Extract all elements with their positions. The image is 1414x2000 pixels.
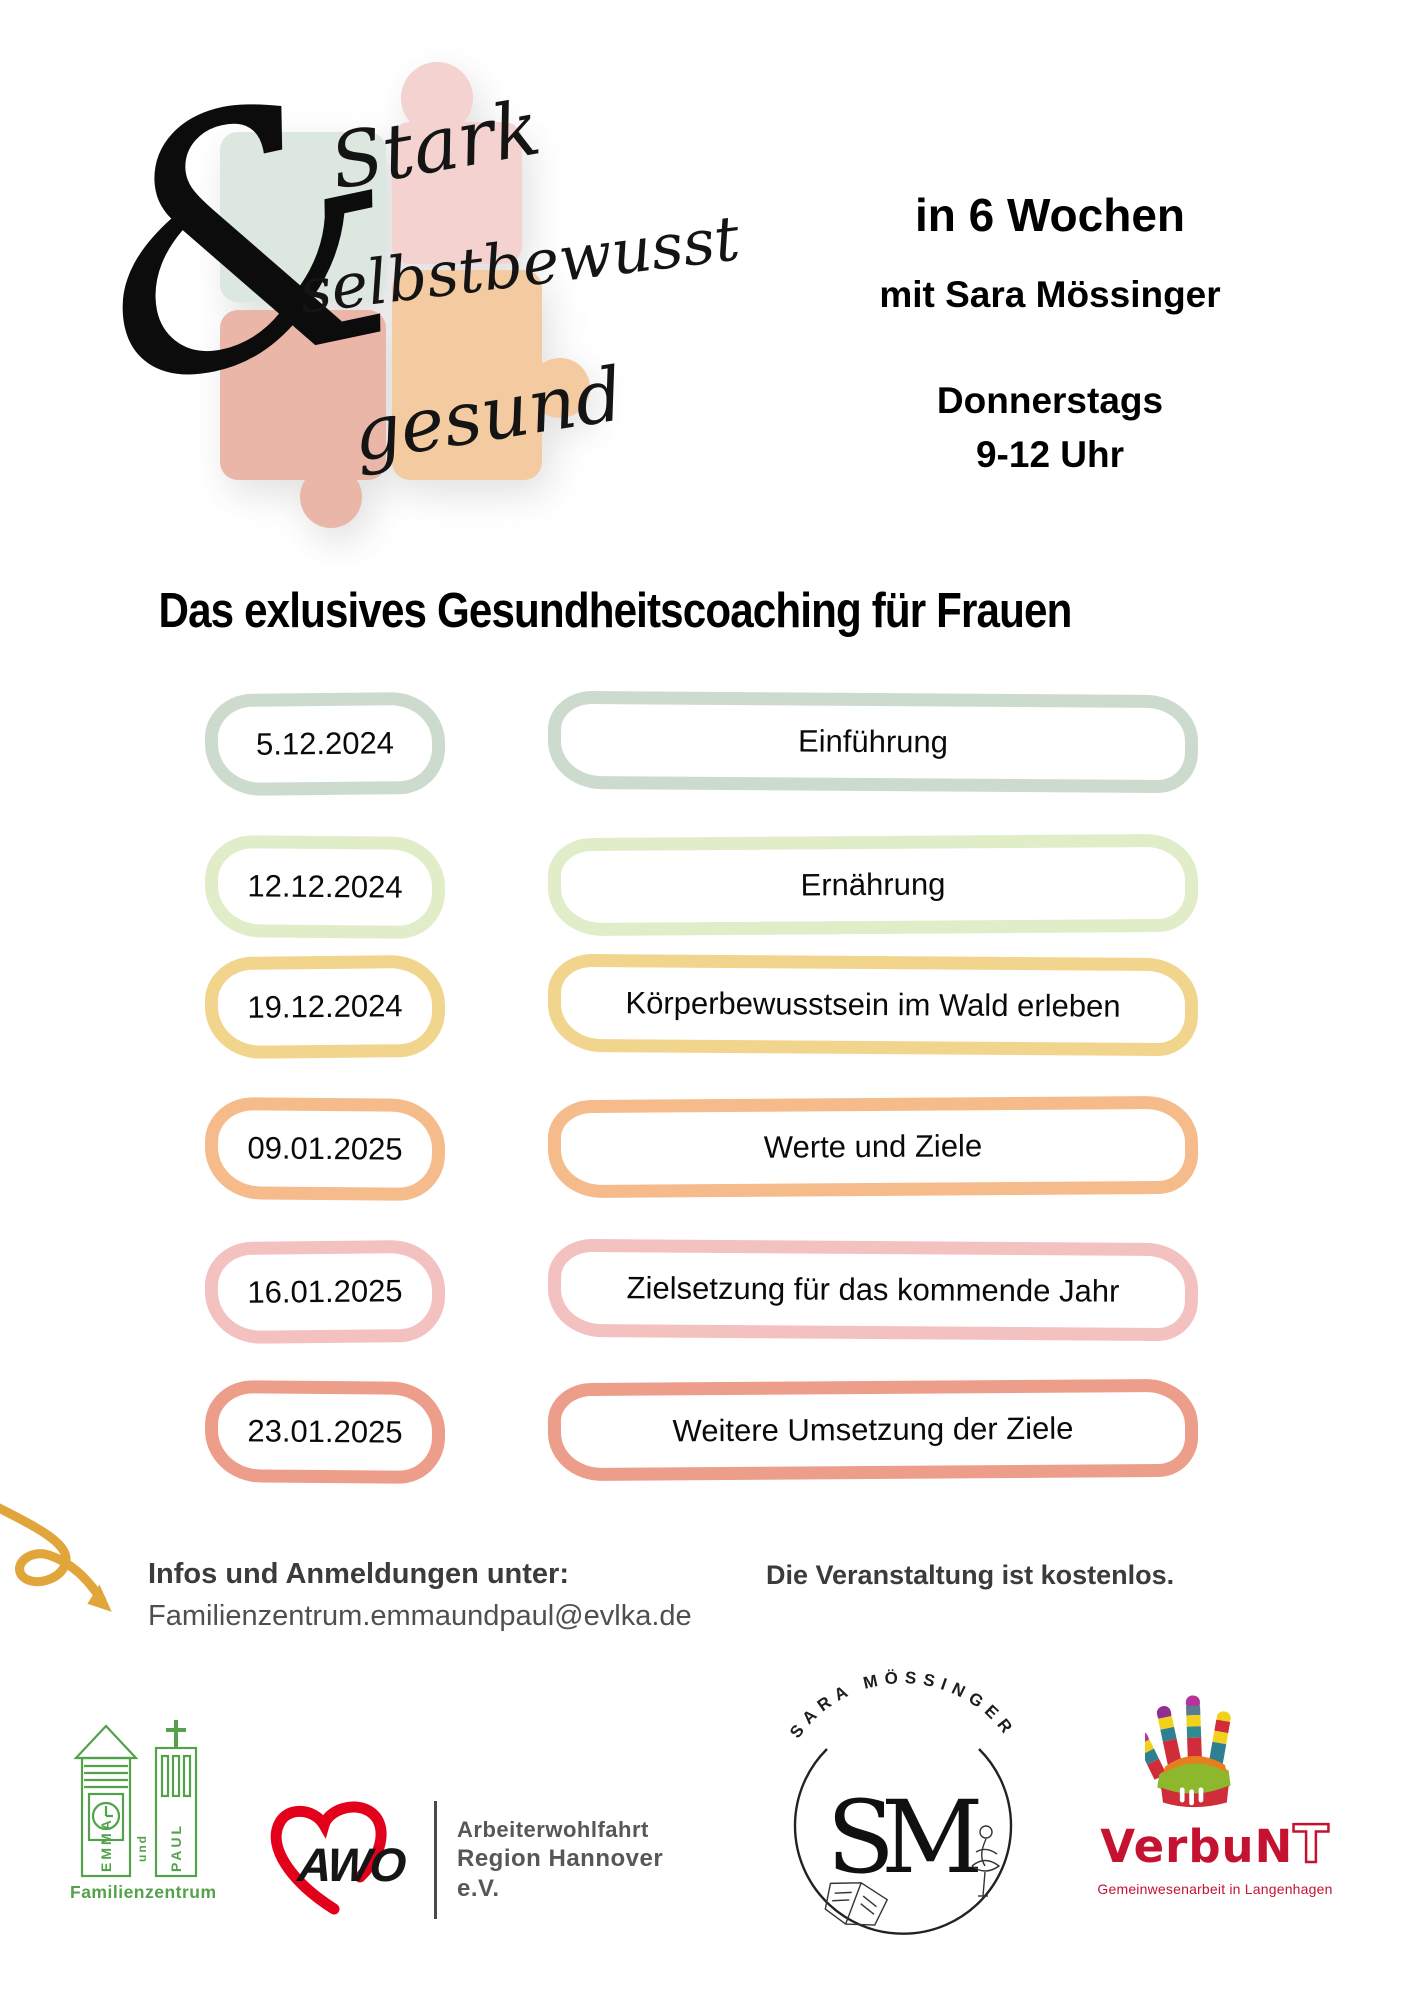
session-date: 16.01.2025 xyxy=(247,1273,403,1310)
free-note: Die Veranstaltung ist kostenlos. xyxy=(766,1560,1175,1590)
session-date: 19.12.2024 xyxy=(247,988,403,1025)
session-date-bubble: 19.12.2024 xyxy=(204,954,446,1060)
awo-text-block: Arbeiterwohlfahrt Region Hannover e.V. xyxy=(457,1816,702,1904)
puzzle-knob-salmon xyxy=(300,466,362,528)
course-coach: mit Sara Mössinger xyxy=(879,274,1221,315)
fz-tower-right-label: PAUL xyxy=(168,1823,184,1872)
session-date: 12.12.2024 xyxy=(247,868,403,905)
session-topic-bubble: Einführung xyxy=(547,690,1199,794)
registration-email: Familienzentrum.emmaundpaul@evlka.de xyxy=(148,1600,692,1632)
session-date-bubble: 12.12.2024 xyxy=(204,834,446,940)
registration-label: Infos und Anmeldungen unter: xyxy=(148,1558,569,1590)
session-date: 23.01.2025 xyxy=(247,1413,403,1450)
session-topic: Körperbewusstsein im Wald erleben xyxy=(625,985,1121,1024)
svg-text:SARA MÖSSINGER: SARA MÖSSINGER xyxy=(786,1668,1020,1742)
verbunt-name-t: T xyxy=(1292,1815,1330,1875)
course-time: 9-12 Uhr xyxy=(975,434,1125,475)
session-topic-bubble: Werte und Ziele xyxy=(547,1095,1199,1199)
session-date-bubble: 23.01.2025 xyxy=(204,1379,446,1485)
session-date-bubble: 09.01.2025 xyxy=(204,1096,446,1202)
puzzle-piece-mint xyxy=(220,132,386,302)
awo-heart-icon xyxy=(270,1801,387,1915)
colorful-hand-icon xyxy=(1134,1695,1231,1808)
puzzle-piece-salmon xyxy=(220,310,386,480)
session-date: 09.01.2025 xyxy=(247,1130,403,1167)
session-date-bubble: 16.01.2025 xyxy=(204,1239,446,1345)
verbunt-name-main: VerbuN xyxy=(1100,1820,1294,1873)
course-info-block: in 6 Wochen mit Sara Mössinger Donnersta… xyxy=(845,188,1255,476)
awo-line2: Region Hannover e.V. xyxy=(457,1844,664,1902)
fz-tower-left-label: EMMA xyxy=(98,1817,114,1872)
session-date-bubble: 5.12.2024 xyxy=(204,691,446,797)
session-topic: Zielsetzung für das kommende Jahr xyxy=(626,1270,1120,1309)
awo-line1: Arbeiterwohlfahrt xyxy=(457,1817,649,1843)
puzzle-piece-peach xyxy=(392,270,542,480)
session-topic: Einführung xyxy=(797,723,949,760)
ballerina-icon xyxy=(971,1825,1001,1897)
session-topic: Ernährung xyxy=(800,866,946,903)
puzzle-piece-pink xyxy=(392,122,522,264)
sm-monogram: SM xyxy=(827,1779,980,1896)
awo-divider xyxy=(434,1801,437,1919)
puzzle-logo xyxy=(0,0,700,560)
session-topic-bubble: Körperbewusstsein im Wald erleben xyxy=(547,953,1199,1057)
page-title: Das exlusives Gesundheitscoaching für Fr… xyxy=(158,584,1073,638)
session-date: 5.12.2024 xyxy=(255,725,395,762)
verbunt-wordmark: VerbuNT xyxy=(1075,1818,1355,1873)
fz-connector-label: und xyxy=(135,1834,149,1862)
course-weekday: Donnerstags xyxy=(936,380,1164,421)
verbunt-tagline: Gemeinwesenarbeit in Langenhagen xyxy=(1097,1881,1333,1897)
session-topic-bubble: Ernährung xyxy=(547,833,1199,937)
puzzle-knob-peach xyxy=(530,358,590,418)
session-topic-bubble: Weitere Umsetzung der Ziele xyxy=(547,1378,1199,1482)
awo-heart: AWO xyxy=(262,1797,422,1923)
awo-acronym: AWO xyxy=(296,1838,407,1891)
fz-caption: Familienzentrum xyxy=(70,1882,217,1902)
session-topic-bubble: Zielsetzung für das kommende Jahr xyxy=(547,1238,1199,1342)
session-topic: Weitere Umsetzung der Ziele xyxy=(672,1410,1074,1449)
sara-moessinger-logo: SARA MÖSSINGER SM xyxy=(786,1668,1020,1935)
course-duration: in 6 Wochen xyxy=(914,189,1186,241)
sm-arc-text: SARA MÖSSINGER xyxy=(786,1668,1013,1742)
book-icon xyxy=(824,1882,889,1926)
session-topic: Werte und Ziele xyxy=(763,1128,983,1165)
curly-arrow-icon xyxy=(0,1503,112,1612)
familienzentrum-logo: EMMA und PAUL Familienzentrum xyxy=(70,1720,217,1902)
verbunt-logo: VerbuNT Gemeinwesenarbeit in Langenhagen xyxy=(1075,1688,1355,1897)
awo-logo: AWO Arbeiterwohlfahrt Region Hannover e.… xyxy=(262,1792,702,1928)
